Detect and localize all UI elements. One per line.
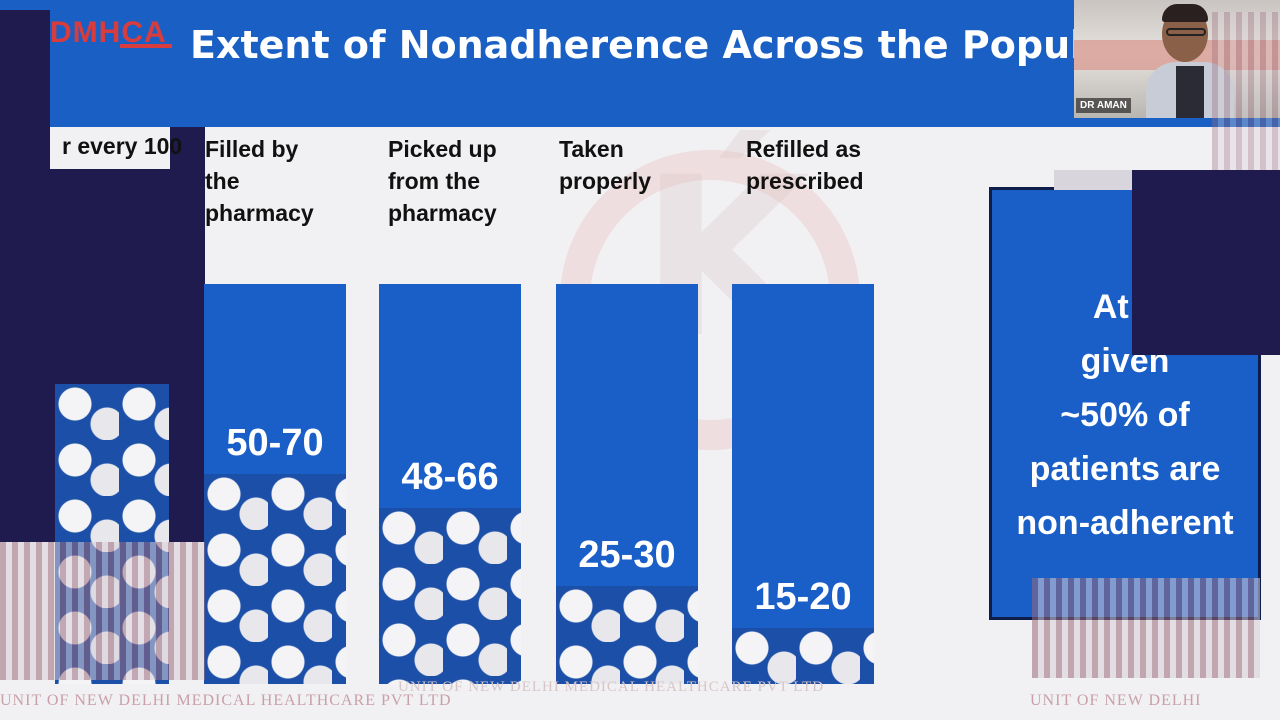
footer-text-right: UNIT OF NEW DELHI xyxy=(1030,692,1202,709)
bar-fill xyxy=(556,284,698,586)
bar-value: 48-66 xyxy=(401,456,499,498)
footer-text-left: UNIT OF NEW DELHI MEDICAL HEALTHCARE PVT… xyxy=(0,692,452,709)
left-label-backdrop xyxy=(50,127,170,169)
row-label: r every 100 xyxy=(62,133,183,159)
glitch-artifact-top-right xyxy=(1212,12,1280,170)
bar-value: 15-20 xyxy=(754,576,852,618)
pills-image xyxy=(732,628,874,684)
bar-filled: 50-70 xyxy=(204,284,346,684)
brand-underline xyxy=(120,44,172,48)
bar-taken: 25-30 xyxy=(556,284,698,684)
pills-image xyxy=(379,508,521,684)
bar-refilled: 15-20 xyxy=(732,284,874,684)
glitch-artifact-right xyxy=(1032,578,1260,678)
column-label-taken: Taken properly xyxy=(559,136,652,194)
callout-glitch-top xyxy=(1054,170,1134,190)
pills-image xyxy=(204,474,346,684)
glitch-artifact-left xyxy=(0,542,205,680)
bar-picked-up: 48-66 xyxy=(379,284,521,684)
participant-name-label: DR AMAN xyxy=(1076,98,1131,113)
bar-value: 50-70 xyxy=(226,422,324,464)
participant-video-tile[interactable]: DR AMAN xyxy=(1074,0,1280,118)
footer-text-center: UNIT OF NEW DELHI MEDICAL HEALTHCARE PVT… xyxy=(398,679,825,695)
column-label-filled: Filled by the pharmacy xyxy=(205,136,314,226)
participant-shirt xyxy=(1176,66,1204,118)
bar-value: 25-30 xyxy=(578,534,676,576)
column-label-picked-up: Picked up from the pharmacy xyxy=(388,136,497,226)
bar-fill xyxy=(204,284,346,474)
header-shade xyxy=(0,10,50,128)
slide-title: Extent of Nonadherence Across the Popula… xyxy=(190,23,1194,67)
bar-fill xyxy=(379,284,521,508)
glasses-icon xyxy=(1166,28,1206,36)
callout-glitch-mask xyxy=(1132,170,1280,355)
participant-hair xyxy=(1162,4,1208,22)
callout-text: At a given ~50% of patients are non-adhe… xyxy=(1016,288,1234,542)
brand-logo: DMHCA xyxy=(50,16,167,49)
bar-fill xyxy=(732,284,874,628)
column-label-refilled: Refilled as prescribed xyxy=(746,136,864,194)
pills-image xyxy=(556,586,698,684)
slide-header: DMHCA Extent of Nonadherence Across the … xyxy=(0,0,1280,128)
